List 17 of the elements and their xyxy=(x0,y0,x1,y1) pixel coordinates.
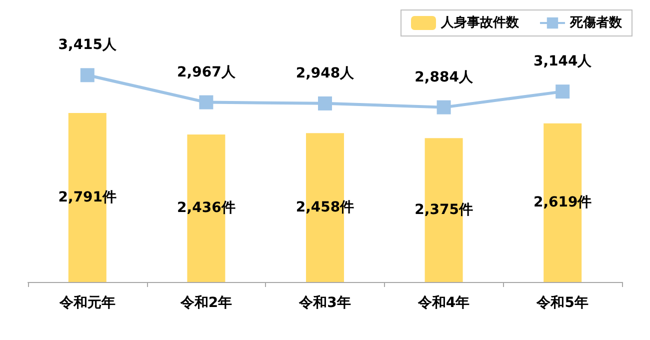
point xyxy=(436,100,451,114)
data-label: 3,144人 xyxy=(533,54,593,70)
point xyxy=(80,68,94,82)
data-label: 2,948人 xyxy=(296,65,356,82)
x-tick-label: 令和5年 xyxy=(536,295,588,311)
point xyxy=(199,95,214,110)
x-tick-label: 令和4年 xyxy=(416,295,470,311)
point xyxy=(556,84,570,99)
data-label: 2,967人 xyxy=(177,64,236,80)
x-tick-label: 令和元年 xyxy=(58,295,116,311)
data-label: 2,884人 xyxy=(414,69,474,86)
data-label: 3,415人 xyxy=(58,37,118,54)
x-tick-label: 令和3年 xyxy=(298,295,351,311)
point xyxy=(318,96,332,110)
x-tick-label: 令和2年 xyxy=(179,295,232,311)
legend-label: 人身事故件数 xyxy=(440,16,520,30)
legend-label: 死傷者数 xyxy=(569,16,623,30)
